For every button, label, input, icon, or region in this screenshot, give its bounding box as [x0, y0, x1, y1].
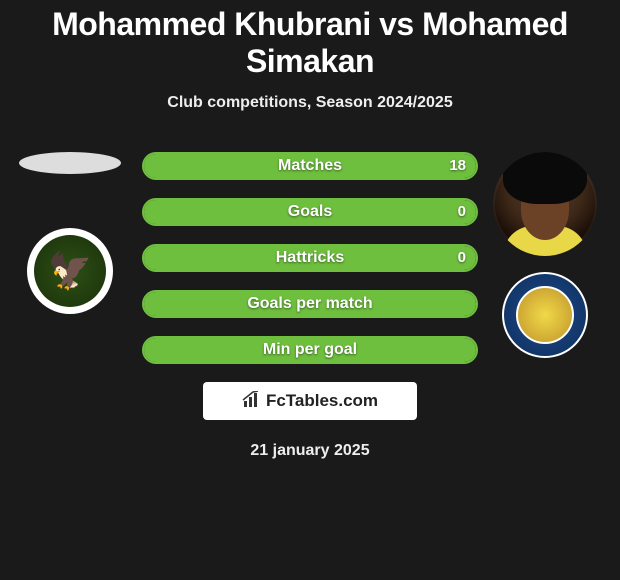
stat-value-right: 0	[458, 200, 466, 224]
stat-value-right: 0	[458, 246, 466, 270]
player-right-avatar	[493, 152, 597, 256]
player-right-club-badge	[502, 272, 588, 358]
page-title: Mohammed Khubrani vs Mohamed Simakan	[0, 0, 620, 80]
eagle-icon: 🦅	[48, 253, 93, 289]
stat-label: Min per goal	[144, 338, 476, 362]
stat-bar: Matches18	[142, 152, 478, 180]
stat-bar: Goals per match	[142, 290, 478, 318]
left-player-column: 🦅	[10, 152, 130, 314]
stat-label: Goals	[144, 200, 476, 224]
stat-label: Goals per match	[144, 292, 476, 316]
stat-value-right: 18	[449, 154, 466, 178]
stat-label: Matches	[144, 154, 476, 178]
stat-bar: Hattricks0	[142, 244, 478, 272]
stat-bar: Min per goal	[142, 336, 478, 364]
brand-badge: FcTables.com	[203, 382, 417, 420]
stat-bar: Goals0	[142, 198, 478, 226]
chart-icon	[242, 391, 262, 412]
brand-text: FcTables.com	[266, 391, 378, 411]
date: 21 january 2025	[0, 442, 620, 460]
right-player-column	[490, 152, 600, 358]
player-left-avatar	[19, 152, 121, 174]
player-left-club-badge: 🦅	[27, 228, 113, 314]
stat-bars: Matches18Goals0Hattricks0Goals per match…	[142, 152, 478, 364]
stat-label: Hattricks	[144, 246, 476, 270]
comparison-panel: 🦅 Matches18Goals0Hattricks0Goals per mat…	[0, 152, 620, 460]
subtitle: Club competitions, Season 2024/2025	[0, 94, 620, 112]
